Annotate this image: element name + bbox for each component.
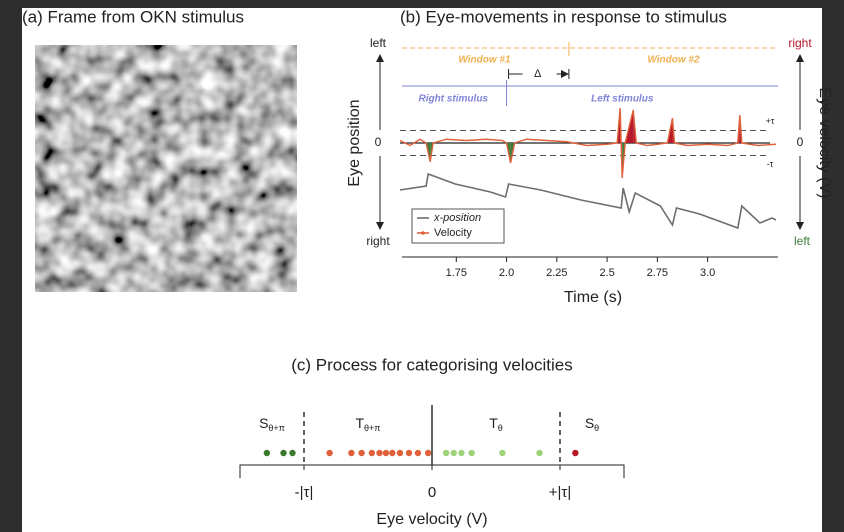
velocity-dot <box>389 450 395 456</box>
velocity-dot <box>572 450 578 456</box>
velocity-dot <box>536 450 542 456</box>
x-tick-label: 0 <box>428 484 436 501</box>
category-subscript: θ+π <box>364 423 380 433</box>
velocity-dot <box>425 450 431 456</box>
y2-tick-label: +τ <box>766 116 775 126</box>
category-symbol: S <box>585 415 594 431</box>
y-top-label: left <box>370 36 387 50</box>
velocity-dot <box>383 450 389 456</box>
window-label: Window #1 <box>458 55 511 66</box>
velocity-dot <box>326 450 332 456</box>
velocity-dot <box>376 450 382 456</box>
x-tick-label: -|τ| <box>295 484 314 501</box>
y2-axis-label: Eye velocity (V) <box>816 87 833 198</box>
velocity-dot <box>406 450 412 456</box>
velocity-dot <box>458 450 464 456</box>
stimulus-frame <box>35 45 297 292</box>
velocity-dot <box>289 450 295 456</box>
x-axis-label: Time (s) <box>564 289 622 306</box>
y-axis-label: Eye position <box>346 99 363 186</box>
y-tick-label: 0 <box>375 135 382 149</box>
y2-bottom-label: left <box>794 234 811 248</box>
category-subscript: θ <box>498 423 503 433</box>
legend-label: x-position <box>433 212 481 224</box>
y2-tick-label: 0 <box>797 135 804 149</box>
x-tick-label: 1.75 <box>446 267 467 279</box>
velocity-dot <box>264 450 270 456</box>
x-tick-label: 2.75 <box>647 267 668 279</box>
category-subscript: θ+π <box>268 423 284 433</box>
velocity-dot <box>451 450 457 456</box>
figure-canvas: (a) Frame from OKN stimulus (b) Eye-move… <box>0 0 844 532</box>
y2-top-label: right <box>788 36 812 50</box>
x-axis-label: Eye velocity (V) <box>376 511 487 528</box>
y2-tick-label: -τ <box>767 159 774 169</box>
stimulus-label: Left stimulus <box>591 94 654 105</box>
stimulus-label: Right stimulus <box>419 94 489 105</box>
legend-label: Velocity <box>434 227 472 239</box>
velocity-dot <box>397 450 403 456</box>
velocity-dot <box>348 450 354 456</box>
panel-title: (b) Eye-movements in response to stimulu… <box>400 7 727 26</box>
x-tick-label: 2.5 <box>599 267 614 279</box>
x-tick-label: +|τ| <box>549 484 571 501</box>
x-tick-label: 2.25 <box>546 267 567 279</box>
y-bottom-label: right <box>366 234 390 248</box>
legend-marker <box>421 231 425 235</box>
x-tick-label: 2.0 <box>499 267 514 279</box>
category-symbol: S <box>259 415 268 431</box>
velocity-dot <box>358 450 364 456</box>
window-label: Window #2 <box>647 55 700 66</box>
velocity-dot <box>369 450 375 456</box>
figure: (a) Frame from OKN stimulus (b) Eye-move… <box>0 0 844 532</box>
velocity-dot <box>443 450 449 456</box>
x-tick-label: 3.0 <box>700 267 715 279</box>
velocity-dot <box>415 450 421 456</box>
velocity-dot <box>499 450 505 456</box>
category-subscript: θ <box>594 423 599 433</box>
panel-title: (c) Process for categorising velocities <box>291 355 573 374</box>
velocity-dot <box>280 450 286 456</box>
panel-a-title: (a) Frame from OKN stimulus <box>22 7 244 26</box>
velocity-dot <box>468 450 474 456</box>
delta-label: Δ <box>534 68 542 80</box>
